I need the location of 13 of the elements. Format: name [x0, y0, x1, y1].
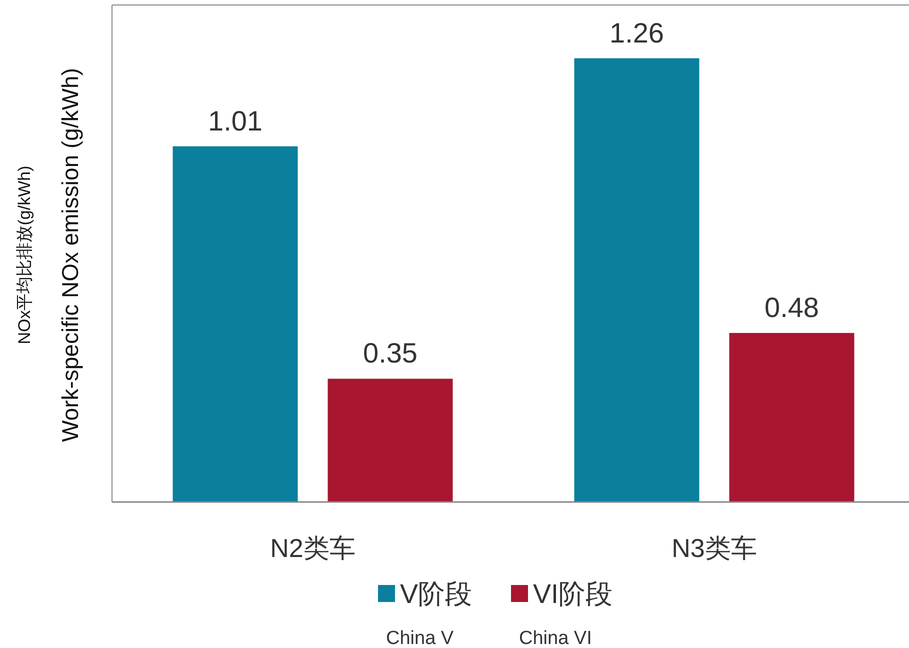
data-label: 1.26 [610, 17, 664, 48]
bar [328, 378, 453, 502]
data-label: 0.35 [363, 338, 418, 369]
bar [574, 58, 700, 502]
legend-label: VI阶段 China VI [519, 579, 613, 648]
text: NOx平均比排放(g/kWh) Work-specific NOx emission (g/kWh) [15, 68, 83, 442]
data-label: 0.48 [764, 292, 819, 323]
data-label: 1.01 [208, 105, 262, 136]
bar [729, 332, 854, 502]
legend-label: V阶段 China V [386, 579, 472, 648]
x-tick-label: N2类车 [270, 533, 356, 563]
x-tick-label: N3类车 [672, 533, 757, 563]
bar [172, 146, 298, 502]
